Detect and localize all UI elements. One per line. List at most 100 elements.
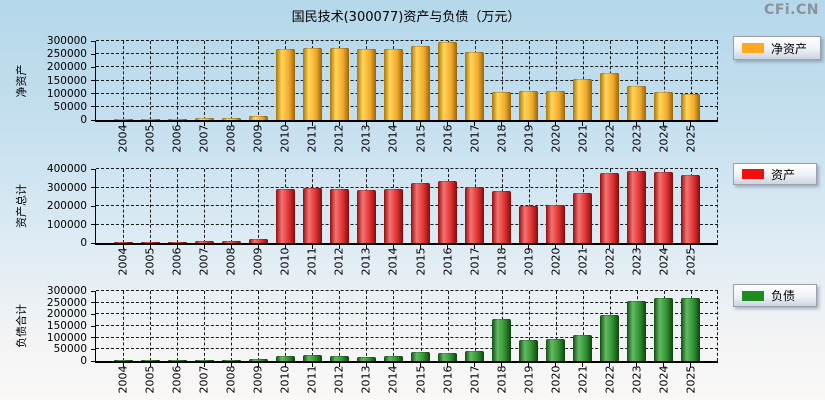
bar-资产-2007 [194, 241, 214, 243]
x-axis-tick [447, 122, 449, 126]
y-tick-label: 150000 [46, 74, 87, 87]
gridline-vertical [339, 291, 341, 361]
watermark-cfi-cn: CFi.CN [764, 2, 819, 18]
y-axis-tick [91, 168, 96, 170]
x-axis-tick [420, 245, 422, 249]
legend-label-net-assets: 净资产 [771, 41, 808, 56]
gridline-horizontal [96, 92, 718, 94]
bar-净资产-2017 [465, 51, 485, 120]
x-axis-tick [528, 363, 530, 367]
y-axis-tick [91, 93, 96, 95]
bar-净资产-2014 [383, 48, 403, 120]
x-axis-tick [474, 363, 476, 367]
plot-area-total-assets: 0 100000 200000 300000 400000 2004 2005 2006 200… [47, 163, 718, 276]
x-axis-tick [609, 363, 611, 367]
bar-负债-2014 [383, 355, 403, 361]
gridline-vertical [150, 291, 152, 361]
gridline-vertical [717, 41, 718, 120]
x-tick-label-2008: 2008 [224, 365, 238, 394]
x-tick-label-2019: 2019 [522, 365, 536, 394]
y-axis-tick [91, 302, 96, 304]
bar-负债-2009 [248, 358, 268, 361]
gridline-horizontal [96, 223, 718, 225]
bar-净资产-2005 [140, 119, 160, 120]
bar-净资产-2011 [302, 48, 322, 120]
y-tick-label: 50000 [53, 343, 87, 356]
gridline-vertical [690, 41, 692, 120]
y-axis-tick [91, 290, 96, 292]
gridline-horizontal [96, 325, 718, 326]
x-axis-tick [122, 363, 124, 367]
y-tick-label: 200000 [46, 61, 87, 74]
x-tick-label-2006: 2006 [170, 365, 184, 394]
y-tick-label: 100000 [46, 331, 87, 344]
bar-资产-2017 [465, 186, 485, 243]
gridline-horizontal [96, 105, 718, 107]
x-axis-tick [338, 122, 340, 126]
gridline-vertical [177, 291, 179, 361]
x-tick-label-2024: 2024 [657, 365, 671, 394]
x-axis-tick [636, 122, 638, 126]
y-axis-tick [91, 313, 96, 315]
bar-净资产-2008 [221, 118, 241, 120]
gridline-horizontal [96, 301, 718, 303]
x-axis-tick [284, 245, 286, 249]
bar-负债-2017 [465, 351, 485, 361]
bar-负债-2023 [627, 300, 647, 361]
bar-净资产-2007 [194, 118, 214, 120]
x-axis-tick [447, 245, 449, 249]
bar-资产-2008 [221, 240, 241, 243]
x-tick-label-2009: 2009 [251, 365, 265, 394]
gridline-vertical [177, 169, 179, 243]
gridline-horizontal [96, 348, 718, 350]
y-axis-tick [91, 106, 96, 108]
gridline-vertical [258, 291, 260, 361]
x-axis-tick [663, 245, 665, 249]
x-axis-tick [555, 245, 557, 249]
x-tick-label-2018: 2018 [495, 365, 509, 394]
y-tick-label: 0 [80, 355, 87, 367]
gridline-vertical [231, 169, 233, 243]
bar-资产-2010 [275, 189, 295, 243]
x-axis-tick [636, 363, 638, 367]
bar-资产-2015 [411, 182, 431, 243]
y-tick-label: 400000 [46, 163, 87, 175]
x-axis-tick [311, 245, 313, 249]
x-tick-label-2013: 2013 [359, 365, 373, 394]
gridline-vertical [177, 41, 179, 120]
y-axis-tick [91, 119, 96, 121]
gridline-vertical [420, 291, 422, 361]
x-axis-tick [447, 363, 449, 367]
gridline-vertical [366, 291, 368, 361]
y-tick-label: 150000 [46, 320, 87, 332]
bar-负债-2008 [221, 359, 241, 361]
x-axis-tick [420, 363, 422, 367]
y-axis-tick [91, 187, 96, 188]
y-tick-label: 200000 [46, 308, 87, 321]
bar-净资产-2023 [627, 85, 647, 120]
x-axis-tick [690, 363, 692, 367]
bar-净资产-2016 [438, 41, 458, 120]
x-axis-tick [203, 363, 205, 367]
x-tick-label-2017: 2017 [468, 365, 482, 394]
gridline-horizontal [96, 168, 718, 169]
x-axis-tick [149, 363, 151, 367]
x-axis-tick [555, 363, 557, 367]
x-tick-label-2010: 2010 [278, 365, 292, 394]
x-axis-tick [582, 245, 584, 249]
bar-净资产-2019 [519, 91, 539, 120]
x-axis-tick [149, 245, 151, 249]
gridline-vertical [204, 291, 206, 361]
legend-total-assets: 资产 [733, 163, 817, 185]
bar-负债-2013 [356, 356, 376, 361]
bar-资产-2023 [627, 171, 647, 243]
bar-资产-2014 [383, 188, 403, 243]
bar-资产-2020 [546, 205, 566, 243]
y-tick-label: 300000 [46, 181, 87, 194]
x-axis-tick [392, 363, 394, 367]
bar-净资产-2012 [329, 48, 349, 120]
gridline-horizontal [96, 79, 718, 81]
gridline-vertical [231, 291, 233, 361]
gridline-horizontal [96, 336, 718, 338]
